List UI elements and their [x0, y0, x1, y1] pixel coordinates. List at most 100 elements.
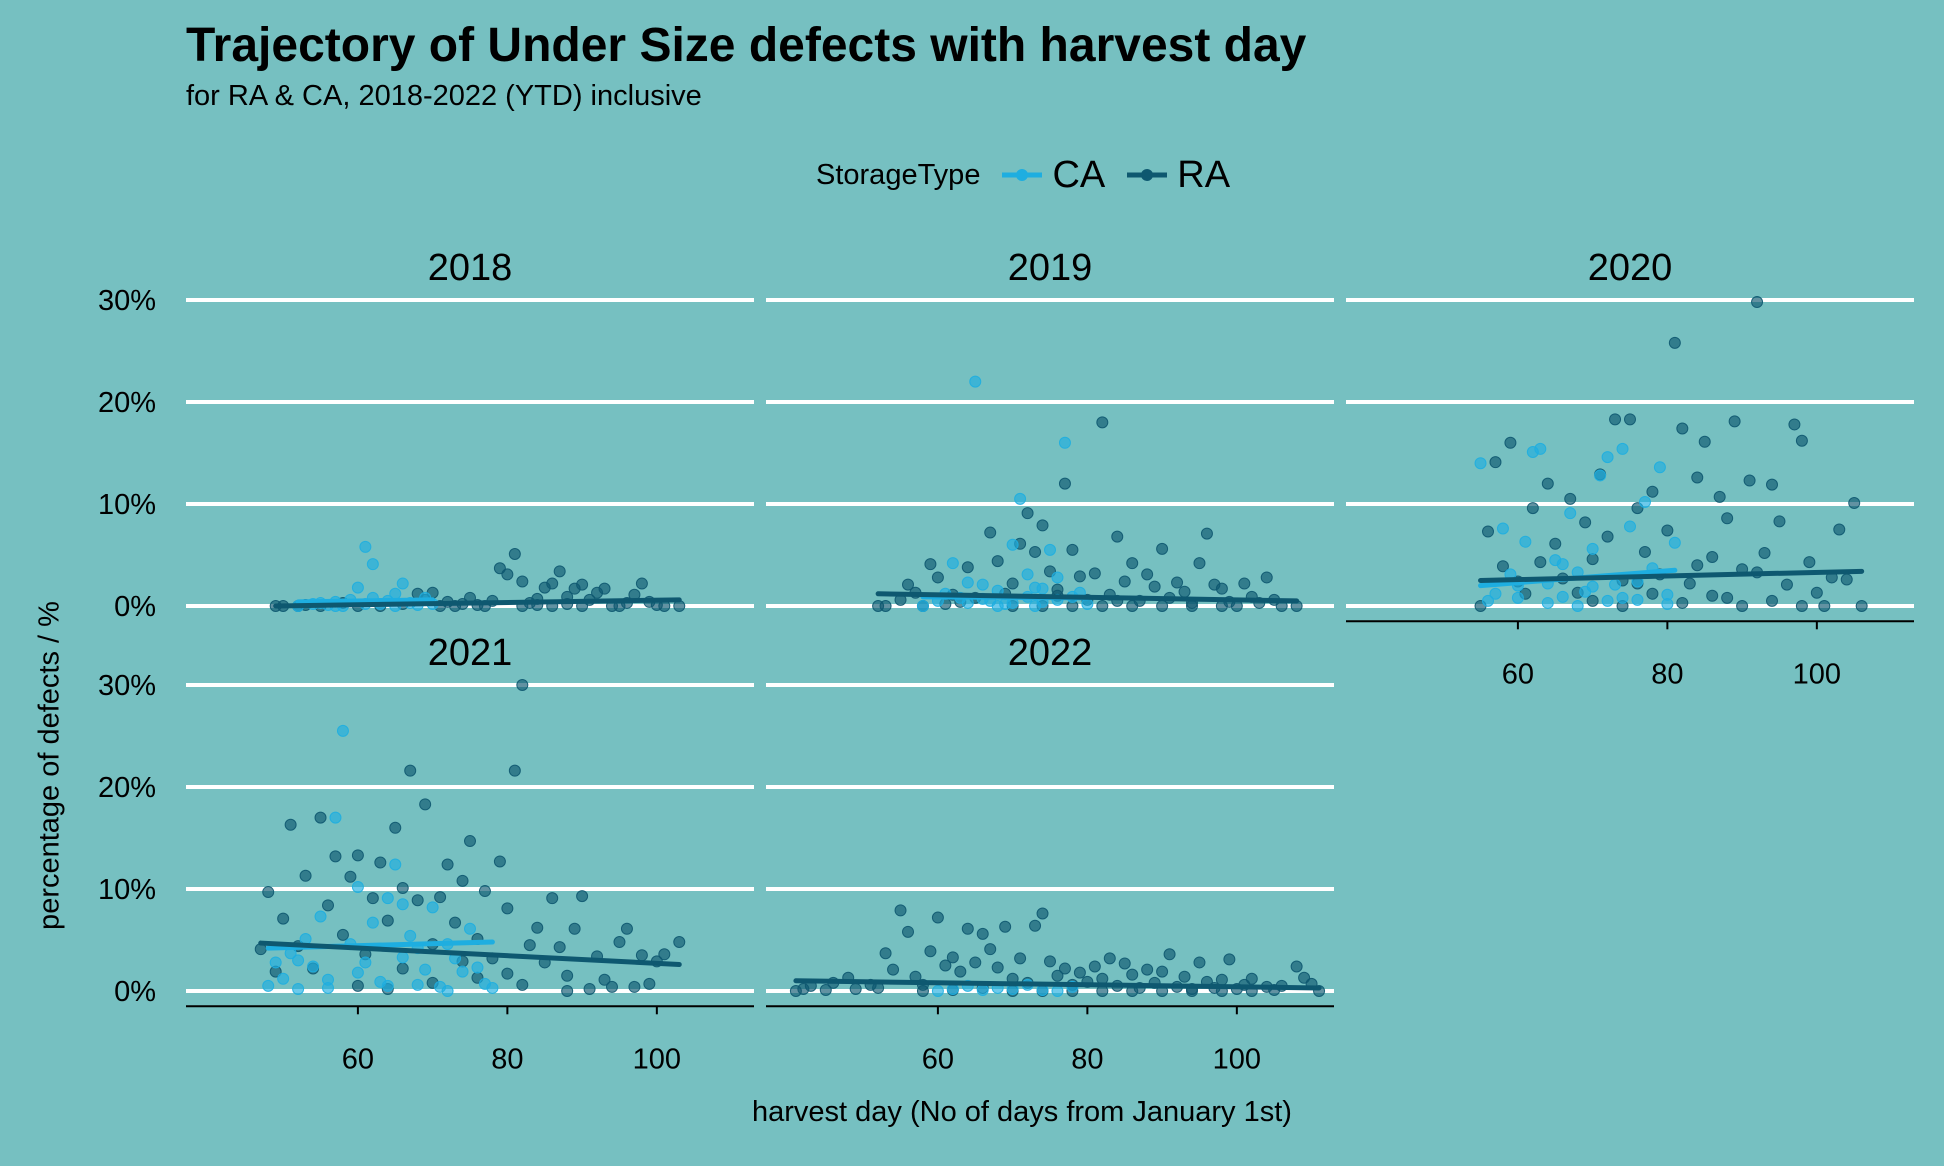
- panel-2022-point-ra: [819, 983, 832, 996]
- panel-2021-point-ca: [277, 972, 290, 985]
- panel-2021-point-ra: [299, 869, 312, 882]
- panel-2020-point-ca: [1616, 442, 1629, 455]
- panel-2018-point-ra: [501, 568, 514, 581]
- panel-2020-point-ra: [1788, 418, 1801, 431]
- panel-2021-point-ra: [643, 977, 656, 990]
- panel-2021-point-ca: [396, 951, 409, 964]
- panel-2021-point-ra: [531, 921, 544, 934]
- panel-2021-point-ra: [478, 885, 491, 898]
- panel-2021-point-ra: [441, 858, 454, 871]
- panel-2018-point-ca: [359, 540, 372, 553]
- panel-2022-point-ra: [954, 965, 967, 978]
- panel-2020-point-ca: [1616, 591, 1629, 604]
- panel-2019-point-ra: [1178, 585, 1191, 598]
- panel-2020-point-ra: [1721, 591, 1734, 604]
- panel-2018-point-ra: [553, 565, 566, 578]
- panel-2020-point-ra: [1698, 435, 1711, 448]
- panel-2020-point-ra: [1676, 422, 1689, 435]
- panel-2019-point-ca: [1036, 582, 1049, 595]
- panel-2020-point-ra: [1818, 600, 1831, 612]
- panel-2019-point-ra: [1193, 557, 1206, 570]
- panel-2021-point-ra: [546, 892, 559, 905]
- x-axis-label: harvest day (No of days from January 1st…: [752, 1096, 1292, 1128]
- panel-2021-point-ra: [493, 855, 506, 868]
- panel-2021-point-ra: [396, 881, 409, 894]
- panel-2022-point-ra: [991, 961, 1004, 974]
- panel-2021-point-ra: [456, 874, 469, 887]
- panel-2020-trend-line-ra: [1478, 568, 1865, 583]
- panel-2020-point-ra: [1504, 436, 1517, 449]
- panel-2020-point-ra: [1624, 413, 1636, 426]
- panel-2021-point-ra: [314, 811, 327, 824]
- panel-2020-point-ra: [1751, 296, 1764, 309]
- panel-2021-point-ca: [262, 979, 275, 992]
- panel-2018-point-ra: [508, 547, 521, 560]
- panel-2021-point-ra: [658, 948, 671, 961]
- legend-title: StorageType: [816, 158, 981, 191]
- panel-2019-point-ra: [1215, 582, 1228, 595]
- panel-2019-point-ra: [924, 558, 937, 571]
- panel-2021-point-ra: [576, 890, 589, 903]
- panel-2018-strip-label: 2018: [428, 247, 513, 289]
- panel-2021-point-ra: [598, 973, 611, 986]
- panel-2022-point-ra: [1118, 957, 1131, 970]
- chart-title: Trajectory of Under Size defects with ha…: [186, 19, 1307, 72]
- panel-2021-point-ra: [606, 980, 618, 993]
- panel-2022-point-ra: [999, 920, 1012, 933]
- panel-2019-point-ra: [879, 600, 892, 612]
- panel-2020-point-ra: [1766, 478, 1778, 491]
- panel-2021-point-ra: [449, 916, 462, 929]
- panel-2021-strip-label: 2021: [428, 632, 513, 674]
- panel-2021-point-ca: [269, 956, 282, 969]
- panel-2019-point-ra: [902, 578, 914, 591]
- panel-2021-point-ca: [411, 978, 424, 991]
- panel-2018-point-ra: [635, 577, 648, 590]
- panel-2020-point-ra: [1579, 516, 1592, 529]
- y-tick-label: 20%: [98, 387, 156, 419]
- panel-2021-point-ra: [516, 978, 529, 991]
- panel-2022-point-ra: [1223, 953, 1236, 966]
- x-tick-label: 80: [1071, 1043, 1103, 1075]
- panel-2019-point-ca: [1044, 543, 1056, 556]
- panel-2022-point-ra: [946, 951, 959, 964]
- panel-2022-point-ra: [976, 927, 989, 940]
- panel-2021-point-ra: [673, 936, 686, 949]
- y-tick-label: 30%: [98, 670, 156, 702]
- panel-2021-point-ca: [351, 966, 364, 979]
- panel-2022-point-ra: [1163, 948, 1176, 961]
- panel-2019-point-ra: [1126, 557, 1139, 570]
- panel-2021-point-ra: [613, 936, 626, 949]
- panel-2019-point-ca: [1058, 436, 1071, 449]
- panel-2021-point-ca: [404, 929, 417, 942]
- panel-2019-point-ca: [1014, 492, 1027, 505]
- panel-2020-point-ra: [1758, 546, 1771, 559]
- panel-2020-point-ra: [1564, 492, 1577, 505]
- panel-2022-point-ca: [976, 983, 989, 996]
- panel-2020-point-ra: [1496, 560, 1509, 573]
- legend-key-ra: [1127, 169, 1168, 181]
- panel-2018-point-ra: [546, 577, 559, 590]
- panel-2020-point-ca: [1489, 587, 1502, 600]
- panel-2020-point-ra: [1766, 594, 1778, 607]
- panel-2020-point-ra: [1601, 530, 1614, 543]
- panel-2019-point-ra: [1006, 577, 1019, 590]
- panel-2018-point-ra: [516, 575, 529, 588]
- panel-2020-point-ra: [1668, 336, 1681, 349]
- panel-2022-point-ra: [1036, 907, 1049, 920]
- panel-2019-point-ca: [1021, 568, 1034, 581]
- panel-2020-point-ra: [1489, 456, 1502, 469]
- panel-2021-point-ca: [359, 956, 372, 969]
- panel-2020-point-ra: [1713, 490, 1726, 503]
- panel-2020-point-ca: [1638, 495, 1651, 508]
- panel-2021-point-ca: [456, 965, 469, 978]
- panel-2020-point-ra: [1803, 556, 1816, 569]
- panel-2019-point-ca: [946, 557, 959, 570]
- panel-2021-trend-line-ra: [258, 940, 682, 967]
- panel-2021-point-ra: [277, 912, 290, 925]
- panel-2021-point-ra: [374, 856, 387, 869]
- panel-2019-point-ra: [1118, 575, 1131, 588]
- panel-2022-point-ra: [1051, 969, 1064, 982]
- panel-2021-point-ca: [396, 898, 409, 911]
- panel-2021-point-ra: [635, 949, 648, 962]
